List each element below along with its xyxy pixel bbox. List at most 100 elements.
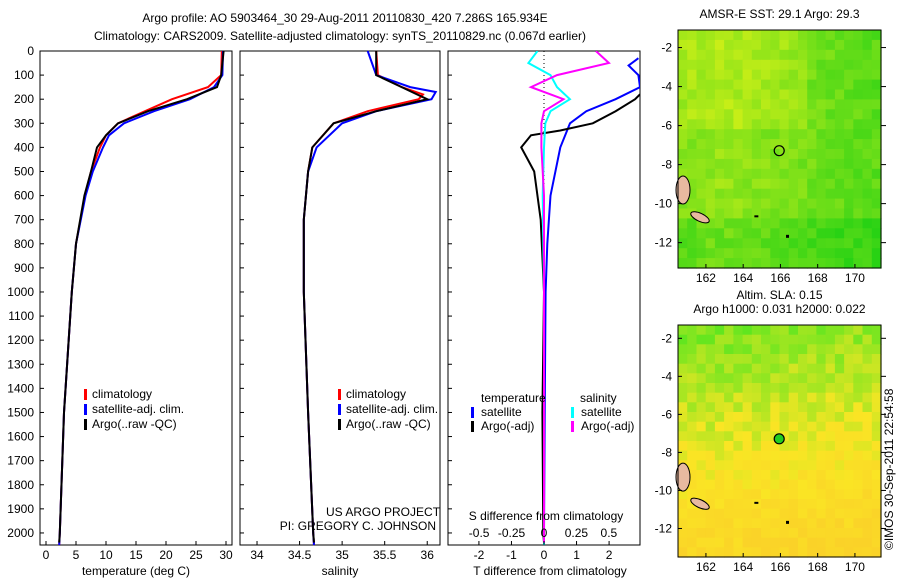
sla-map-cell	[705, 431, 716, 442]
sst-map-cell	[788, 59, 799, 71]
sla-map-cell	[751, 508, 762, 519]
sst-map-cell	[871, 129, 882, 140]
sst-map-cell	[678, 99, 688, 110]
sst-map-cell	[761, 158, 771, 170]
sla-map-cell	[825, 383, 836, 394]
sla-map-cell	[816, 325, 827, 336]
sla-map-cell	[788, 344, 799, 355]
sla-map-cell	[788, 373, 799, 384]
y-tick-label: 500	[14, 164, 34, 178]
sst-map-cell	[807, 158, 817, 170]
sla-map-cell	[687, 518, 697, 529]
sla-map-cell	[733, 450, 744, 461]
sst-map-cell	[687, 30, 697, 41]
sst-map-cell	[816, 89, 827, 100]
sst-map-cell	[770, 168, 781, 180]
sst-map-cell	[834, 149, 845, 160]
sst-map-cell	[807, 248, 817, 259]
sla-map-cell	[696, 479, 707, 490]
legend-label: satellite-adj. clim.	[346, 402, 438, 416]
sla-map-cell	[733, 547, 744, 558]
sst-map-cell	[825, 69, 836, 81]
sla-map-cell	[871, 547, 882, 558]
sst-map-cell	[761, 178, 771, 190]
sst-map-cell	[696, 149, 707, 160]
sla-map-cell	[862, 489, 873, 500]
sla-map-cell	[733, 402, 744, 413]
sla-map-cell	[862, 537, 873, 548]
sla-map-cell	[788, 431, 799, 442]
sla-map-cell	[687, 547, 697, 558]
sla-map-cell	[871, 479, 882, 490]
sla-map-cell	[761, 344, 771, 355]
sst-map-cell	[807, 218, 817, 229]
sst-map-cell	[696, 69, 707, 81]
sla-map-cell	[825, 373, 836, 384]
sst-map-cell	[788, 198, 799, 210]
lat-tick-label: -6	[661, 407, 672, 421]
sla-map-cell	[834, 354, 845, 365]
sla-map-cell	[696, 363, 707, 374]
sst-map-cell	[761, 69, 771, 81]
sla-map-cell	[825, 363, 836, 374]
sla-map-cell	[678, 537, 688, 548]
sst-map-cell	[687, 89, 697, 100]
sla-map-cell	[705, 441, 716, 452]
y-tick-label: 100	[14, 68, 34, 82]
sst-map-cell	[871, 109, 882, 120]
sst-map-cell	[825, 30, 836, 41]
sla-map-cell	[714, 547, 725, 558]
sla-map-cell	[705, 450, 716, 461]
sla-map-cell	[696, 325, 707, 336]
sla-map-cell	[770, 518, 781, 529]
sst-map-cell	[687, 39, 697, 51]
sst-map-cell	[844, 109, 854, 120]
sst-map-cell	[816, 168, 827, 180]
sla-map-cell	[816, 354, 827, 365]
argo-position-marker	[773, 433, 785, 445]
sst-map-cell	[714, 178, 725, 190]
sst-map-cell	[816, 49, 827, 61]
sla-map-cell	[862, 363, 873, 374]
sst-map-cell	[770, 129, 781, 140]
sst-map-cell	[825, 39, 836, 51]
sst-map-cell	[798, 139, 808, 150]
sst-map-cell	[761, 228, 771, 239]
sst-map-cell	[733, 218, 744, 229]
credit-text: US ARGO PROJECT	[326, 505, 441, 519]
sla-map-cell	[696, 547, 707, 558]
sla-map-cell	[834, 508, 845, 519]
sst-map-cell	[871, 158, 882, 170]
sla-map-cell	[761, 402, 771, 413]
y-tick-label: 900	[14, 261, 34, 275]
sla-map-cell	[844, 431, 854, 442]
sla-map-cell	[871, 325, 882, 336]
sla-map-cell	[751, 537, 762, 548]
sst-map-cell	[788, 208, 799, 219]
sla-map-cell	[807, 431, 817, 442]
legend-temperature-title: temperature	[481, 391, 546, 405]
sst-map-cell	[862, 149, 873, 160]
sst-map-cell	[705, 228, 716, 239]
sla-map-cell	[853, 508, 864, 519]
sla-map-cell	[770, 325, 781, 336]
sla-map-cell	[844, 344, 854, 355]
sst-map-cell	[853, 258, 864, 269]
sla-map-cell	[742, 412, 753, 423]
sst-map-cell	[862, 59, 873, 71]
sst-map-cell	[779, 79, 790, 91]
sst-map-cell	[834, 208, 845, 219]
sst-map-cell	[816, 59, 827, 71]
sla-map-cell	[807, 499, 817, 510]
sst-map-cell	[798, 248, 808, 259]
sst-map-cell	[779, 258, 790, 269]
sst-map-cell	[871, 30, 882, 41]
sla-map-cell	[714, 537, 725, 548]
sst-map-cell	[761, 218, 771, 229]
sst-map-cell	[862, 79, 873, 91]
sla-map-cell	[761, 383, 771, 394]
sla-map-cell	[844, 479, 854, 490]
y-tick-label: 700	[14, 213, 34, 227]
sla-map-cell	[788, 412, 799, 423]
sst-map-cell	[807, 39, 817, 51]
